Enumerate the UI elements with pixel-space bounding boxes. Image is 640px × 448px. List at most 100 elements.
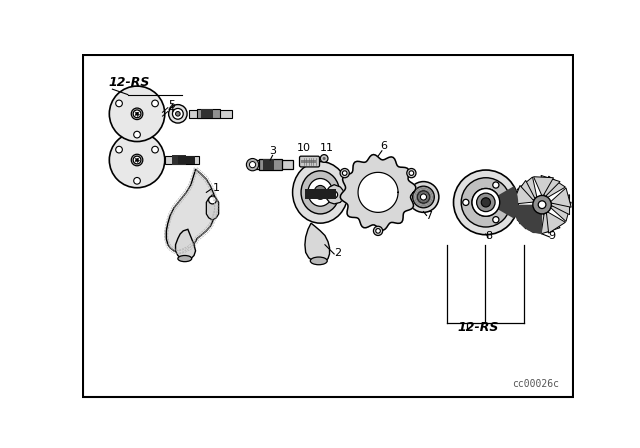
Circle shape (461, 178, 511, 227)
Circle shape (331, 191, 338, 198)
Polygon shape (358, 172, 398, 212)
Polygon shape (514, 209, 536, 229)
Circle shape (209, 196, 216, 204)
Polygon shape (541, 176, 560, 198)
Polygon shape (534, 177, 554, 197)
Circle shape (472, 189, 500, 216)
Bar (172, 155, 186, 165)
Circle shape (481, 198, 490, 207)
Circle shape (340, 168, 349, 178)
Circle shape (481, 198, 490, 207)
Circle shape (109, 132, 164, 188)
Circle shape (342, 171, 347, 176)
Circle shape (493, 217, 499, 223)
Polygon shape (513, 205, 535, 224)
Bar (262, 159, 274, 170)
Circle shape (472, 189, 500, 216)
Circle shape (131, 108, 143, 120)
Polygon shape (513, 185, 535, 204)
Circle shape (323, 157, 326, 160)
Polygon shape (166, 169, 216, 252)
Bar (189, 110, 232, 118)
Circle shape (131, 154, 143, 166)
Circle shape (454, 170, 518, 235)
Ellipse shape (178, 255, 192, 262)
Circle shape (152, 146, 158, 153)
Bar (301, 160, 316, 163)
Polygon shape (547, 176, 565, 198)
Ellipse shape (314, 185, 326, 199)
Circle shape (134, 131, 140, 138)
Circle shape (109, 86, 164, 142)
Circle shape (413, 186, 435, 208)
Polygon shape (175, 229, 196, 260)
Bar (251, 160, 293, 169)
Polygon shape (517, 211, 537, 233)
Circle shape (477, 193, 495, 211)
Polygon shape (326, 185, 344, 204)
Text: 4: 4 (168, 104, 175, 114)
Text: cc00026c: cc00026c (512, 379, 559, 389)
Ellipse shape (310, 257, 327, 265)
Polygon shape (547, 211, 565, 233)
Circle shape (376, 228, 380, 233)
Text: 10: 10 (296, 143, 310, 153)
Circle shape (408, 181, 439, 212)
Bar (164, 156, 200, 164)
Ellipse shape (292, 162, 348, 223)
Circle shape (493, 182, 499, 188)
Circle shape (136, 159, 138, 161)
Text: 5: 5 (168, 100, 175, 110)
Circle shape (538, 201, 546, 208)
FancyBboxPatch shape (300, 156, 319, 167)
Circle shape (116, 146, 122, 153)
Circle shape (116, 100, 122, 107)
Text: 11: 11 (320, 143, 334, 153)
Bar (201, 109, 212, 118)
Text: 7: 7 (425, 211, 432, 220)
Text: 1: 1 (212, 183, 220, 193)
Text: 9: 9 (548, 231, 556, 241)
Bar (305, 189, 336, 198)
Polygon shape (514, 181, 536, 200)
Circle shape (533, 195, 551, 214)
Polygon shape (550, 202, 572, 221)
Polygon shape (305, 223, 330, 263)
Text: 6: 6 (380, 141, 387, 151)
Circle shape (175, 112, 180, 116)
Circle shape (407, 168, 416, 178)
Text: 8: 8 (485, 231, 492, 241)
Polygon shape (541, 212, 560, 234)
Bar (259, 159, 282, 170)
Circle shape (172, 108, 183, 119)
Text: 12-RS: 12-RS (109, 76, 150, 89)
Wedge shape (513, 205, 542, 234)
Polygon shape (550, 195, 570, 215)
Text: 12-RS: 12-RS (458, 321, 499, 334)
Circle shape (136, 112, 138, 115)
Circle shape (420, 194, 427, 200)
Circle shape (134, 177, 140, 184)
Bar (197, 109, 220, 118)
Ellipse shape (301, 171, 340, 214)
Circle shape (133, 156, 141, 164)
Circle shape (320, 155, 328, 162)
Circle shape (250, 162, 255, 168)
Circle shape (463, 199, 469, 206)
Circle shape (246, 159, 259, 171)
Polygon shape (340, 155, 416, 230)
Circle shape (168, 104, 187, 123)
Text: 3: 3 (269, 146, 276, 156)
Circle shape (417, 191, 429, 203)
Circle shape (409, 171, 413, 176)
Polygon shape (534, 212, 554, 233)
Text: 2: 2 (334, 248, 341, 258)
Polygon shape (206, 195, 219, 220)
Circle shape (477, 193, 495, 211)
Wedge shape (486, 186, 518, 219)
Bar (178, 156, 195, 164)
Polygon shape (550, 188, 572, 207)
Ellipse shape (308, 178, 333, 206)
Circle shape (373, 226, 383, 236)
Circle shape (133, 110, 141, 118)
